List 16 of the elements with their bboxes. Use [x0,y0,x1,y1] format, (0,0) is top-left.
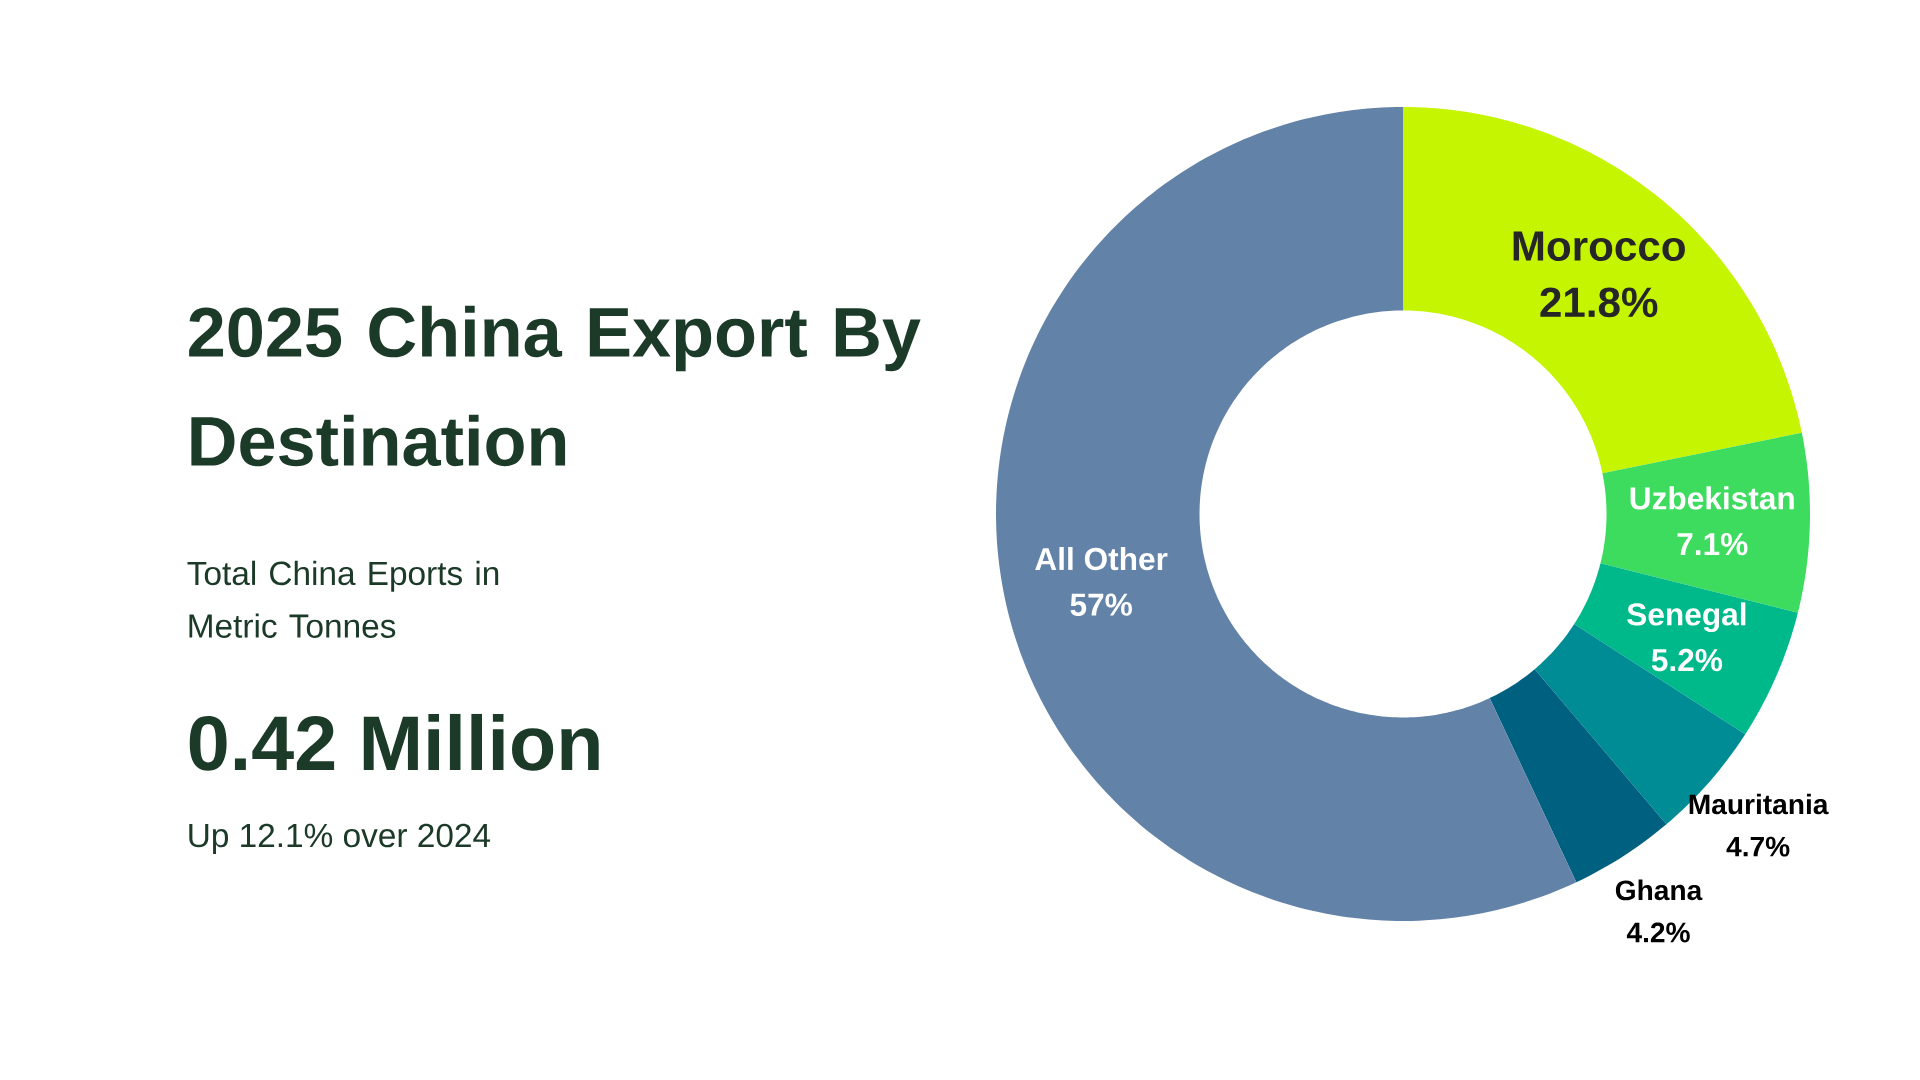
text: Total China Eports in Metric Tonnes [187,560,499,638]
data-label: 7.1% [1677,532,1748,556]
data-label: 5.2% [1651,648,1723,672]
slice-label: Morocco [1513,231,1685,261]
slice-label: Senegal [1627,602,1746,632]
text: 2025 China Export By Destination [189,305,921,467]
data-label: 21.8% [1540,287,1658,318]
slice-label: All Other [1035,546,1168,571]
data-label: 4.7% [1726,836,1790,857]
slice-label: Mauritania [1689,793,1829,815]
slice-label: Uzbekistan [1630,486,1794,510]
slice-label: Ghana [1615,879,1703,901]
data-label: 4.2% [1626,922,1690,943]
text: Up 12.1% over 2024 [189,823,491,854]
text: 0.42 Million [189,713,599,771]
data-label: 57% [1070,593,1132,616]
